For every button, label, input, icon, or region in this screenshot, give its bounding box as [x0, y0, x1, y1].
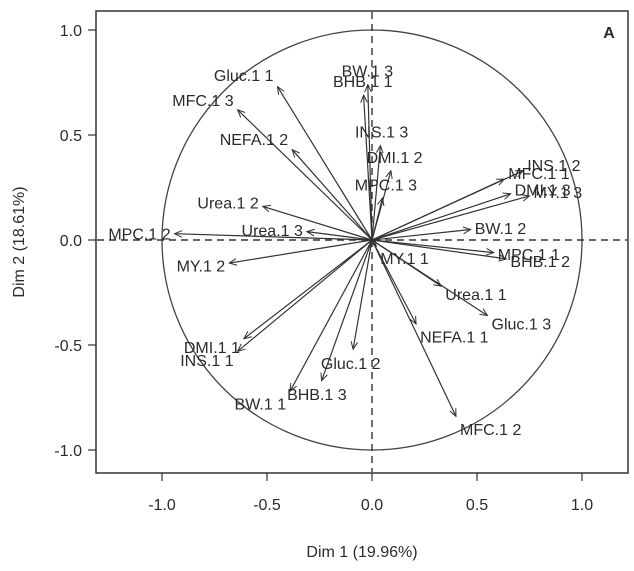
vector-arrow: [371, 239, 416, 324]
vector-label: MPC.1 1: [498, 247, 560, 264]
x-tick-label: 0.5: [466, 497, 488, 514]
vector-label: MY.1 2: [177, 258, 226, 275]
vector-label: MY.1 1: [380, 251, 429, 268]
vector-arrow: [371, 196, 530, 241]
vector-label: Gluc.1 1: [214, 68, 274, 85]
vector-arrow: [238, 110, 373, 241]
vector-arrow: [278, 87, 373, 241]
x-tick-label: 1.0: [571, 497, 593, 514]
vector-arrow: [322, 239, 373, 381]
vector-arrow: [229, 239, 373, 263]
vector-arrow: [263, 206, 373, 241]
y-axis-label: Dim 2 (18.61%): [11, 186, 28, 297]
vector-label: INS.1 3: [355, 125, 408, 142]
vector-label: Urea.1 2: [197, 195, 258, 212]
vector-label: BHB.1 2: [510, 254, 570, 271]
vector-label: MPC.1 3: [355, 177, 417, 194]
panel-label: A: [603, 25, 615, 42]
vector-arrow: [371, 239, 494, 253]
vector-arrow: [175, 234, 373, 241]
vector-arrow: [371, 170, 523, 241]
vector-arrow: [307, 232, 373, 241]
x-tick-label: -0.5: [253, 497, 281, 514]
y-tick-label: -1.0: [54, 443, 82, 460]
x-axis-label: Dim 1 (19.96%): [306, 544, 417, 561]
vector-label: Urea.1 1: [445, 287, 506, 304]
vector-label: NEFA.1 1: [420, 329, 489, 346]
vector-arrow: [238, 239, 373, 351]
vector-arrow: [364, 95, 373, 241]
y-tick-label: -0.5: [54, 338, 82, 355]
vector-arrow: [290, 239, 373, 391]
vector-arrow: [371, 239, 488, 316]
vector-label: BHB.1 3: [287, 387, 347, 404]
vector-label: MY.1 3: [534, 185, 583, 202]
vector-label: MFC.1 3: [172, 93, 233, 110]
vector-label: BW.1 1: [235, 397, 287, 414]
vector-arrow: [371, 239, 457, 416]
vector-label: BW.1 2: [475, 221, 527, 238]
vector-arrow: [371, 230, 471, 241]
vector-label: NEFA.1 2: [220, 132, 289, 149]
vector-arrow: [371, 239, 506, 259]
vector-label: INS.1 2: [527, 158, 580, 175]
vector-arrow: [292, 150, 373, 241]
vector-label: BW.1 3: [342, 64, 394, 81]
vector-label: Urea.1 3: [242, 223, 303, 240]
vector-label: Gluc.1 3: [492, 316, 552, 333]
vector-arrow: [368, 85, 373, 241]
x-tick-label: -1.0: [148, 497, 176, 514]
y-tick-label: 0.0: [60, 233, 82, 250]
vector-arrow: [371, 198, 383, 241]
vector-arrow: [371, 146, 380, 241]
vector-arrow: [244, 239, 373, 339]
vector-label: DMI.1 2: [367, 150, 423, 167]
vector-label: INS.1 1: [180, 353, 233, 370]
y-tick-label: 0.5: [60, 128, 82, 145]
ticks-layer: -1.0 -0.5 0.0 0.5 1.0 -1.0 -0.5 0.0 0.5 1.0: [54, 23, 593, 514]
vector-arrow: [353, 239, 373, 349]
vector-arrow: [371, 194, 511, 241]
vector-label: MFC.1 2: [460, 422, 521, 439]
vector-label: MPC.1 2: [108, 226, 170, 243]
vector-label: Gluc.1 2: [321, 356, 381, 373]
x-tick-label: 0.0: [361, 497, 383, 514]
y-tick-label: 1.0: [60, 23, 82, 40]
vector-label: BHB.1 1: [333, 74, 393, 91]
vector-label: DMI.1 1: [184, 340, 240, 357]
